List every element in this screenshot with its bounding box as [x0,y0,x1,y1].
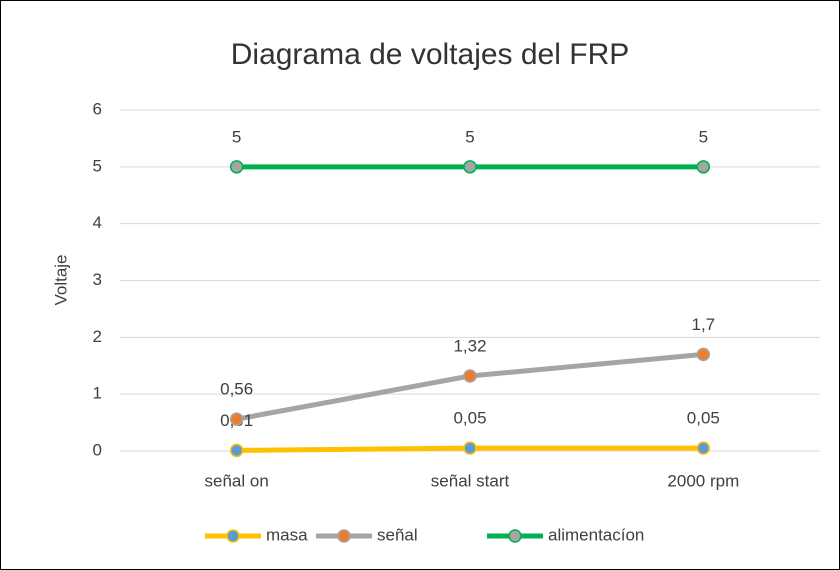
legend-label: señal [377,525,418,544]
y-axis-label: Voltaje [51,254,70,305]
data-label: 5 [699,127,708,146]
marker [229,412,244,426]
marker [229,160,244,174]
x-tick-label: señal start [431,471,510,490]
legend-marker [337,529,351,543]
y-tick-label: 0 [93,440,102,459]
y-tick-label: 4 [93,213,102,232]
data-label: 1,32 [453,336,486,355]
data-label: 0,56 [220,380,253,399]
legend-marker [226,529,240,543]
y-tick-label: 2 [93,327,102,346]
chart-title: Diagrama de voltajes del FRP [231,38,630,71]
data-label: 5 [232,127,241,146]
y-tick-label: 3 [93,270,102,289]
legend-label: masa [266,525,308,544]
marker [463,441,477,455]
data-label: 0,05 [687,409,720,428]
y-tick-label: 5 [93,156,102,175]
marker [696,441,711,455]
legend-marker [508,529,522,543]
marker [463,160,477,174]
x-tick-label: señal on [205,471,269,490]
x-tick-label: 2000 rpm [667,471,739,490]
data-label: 0,05 [453,409,486,428]
marker [463,369,477,383]
marker [229,443,244,458]
y-tick-label: 6 [93,99,102,118]
marker [696,160,711,174]
data-label: 5 [465,127,474,146]
data-label: 1,7 [692,315,716,334]
y-tick-label: 1 [93,384,102,403]
marker [696,347,711,362]
legend-label: alimentacíon [548,525,644,544]
